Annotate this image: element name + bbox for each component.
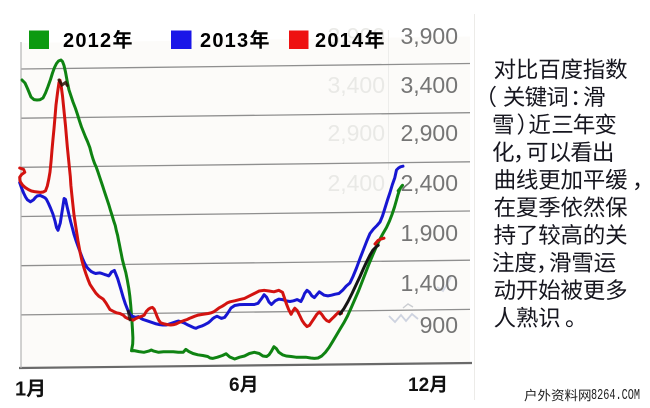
svg-text:2013: 2013 [200,30,249,52]
svg-text:3,900: 3,900 [400,23,458,49]
svg-text:6: 6 [229,375,240,396]
svg-text:12: 12 [408,375,429,396]
svg-text:2012: 2012 [63,30,112,52]
svg-text:3,400: 3,400 [400,72,458,98]
svg-text:3,400: 3,400 [327,72,385,98]
svg-text:1,900: 1,900 [400,220,458,246]
svg-text:2,400: 2,400 [400,170,458,196]
svg-text:1,400: 1,400 [400,270,458,296]
svg-text:2,900: 2,900 [327,120,385,146]
svg-text:2014: 2014 [315,30,364,52]
svg-text:8264.COM: 8264.COM [591,388,640,404]
svg-text:2,900: 2,900 [400,120,458,146]
svg-text:1: 1 [15,379,26,401]
svg-text:900: 900 [420,312,458,338]
svg-text:2,400: 2,400 [327,170,385,196]
